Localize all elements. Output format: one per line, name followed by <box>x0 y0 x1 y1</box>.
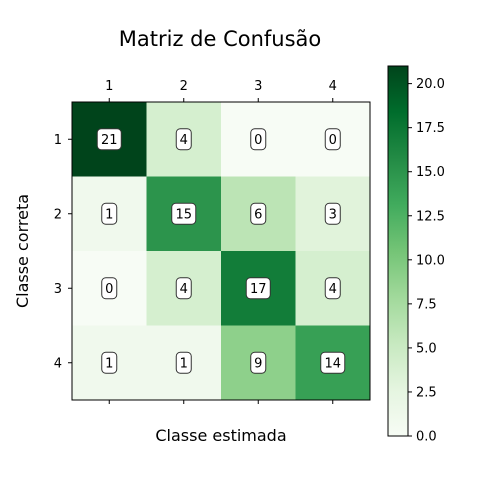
cell-label-box <box>101 202 118 225</box>
cell-labels: 21 4 0 0 1 15 6 3 0 4 17 4 1 1 9 14 <box>96 128 346 374</box>
y-tick-label: 4 <box>54 356 62 371</box>
cell-value-label: 9 <box>254 356 262 371</box>
colorbar: 0.0 2.5 5.0 7.5 10.0 12.5 15.0 17.5 20.0 <box>387 65 445 445</box>
cell-value-label: 4 <box>180 282 188 297</box>
cell-value-label: 4 <box>180 133 188 148</box>
cell-label-box <box>101 351 118 374</box>
cell-label-box <box>175 351 192 374</box>
x-tick-label: 2 <box>180 79 188 94</box>
colorbar-tick-label: 15.0 <box>416 165 445 180</box>
colorbar-tick-label: 10.0 <box>416 253 445 268</box>
colorbar-tick-label: 0.0 <box>416 430 437 445</box>
colorbar-gradient <box>387 65 409 437</box>
cell-value-label: 4 <box>329 282 337 297</box>
cell-value-label: 1 <box>105 356 113 371</box>
cell-label-box <box>320 351 346 374</box>
cell-label-box <box>324 202 341 225</box>
cell-value-label: 1 <box>105 207 113 222</box>
colorbar-tick-label: 2.5 <box>416 385 437 400</box>
x-axis-label: Classe estimada <box>155 426 286 445</box>
chart-title: Matriz de Confusão <box>119 27 322 51</box>
cell-value-label: 21 <box>101 133 118 148</box>
x-tick-label: 1 <box>105 79 113 94</box>
colorbar-tick-label: 5.0 <box>416 341 437 356</box>
colorbar-tick-label: 7.5 <box>416 297 437 312</box>
x-axis-ticks: 1 2 3 4 <box>105 79 337 404</box>
cell-value-label: 3 <box>329 207 337 222</box>
cell-label-box <box>171 202 197 225</box>
colorbar-tick-label: 20.0 <box>416 77 445 92</box>
cell-value-label: 17 <box>250 282 267 297</box>
cell-label-box <box>245 277 271 300</box>
plot-frame <box>71 101 371 401</box>
cell-label-box <box>250 351 267 374</box>
cell-value-label: 0 <box>105 282 113 297</box>
cell-label-box <box>250 128 267 151</box>
y-tick-label: 3 <box>54 282 62 297</box>
cell-value-label: 15 <box>175 207 192 222</box>
y-axis-label: Classe correta <box>13 194 32 308</box>
cell-value-label: 1 <box>180 356 188 371</box>
cell-label-box <box>324 128 341 151</box>
y-tick-label: 2 <box>54 207 62 222</box>
cell-value-label: 6 <box>254 207 262 222</box>
heatmap-cells <box>72 102 371 401</box>
colorbar-ticks: 0.0 2.5 5.0 7.5 10.0 12.5 15.0 17.5 20.0 <box>408 77 445 445</box>
cell-value-label: 14 <box>324 356 341 371</box>
cell-value-label: 0 <box>254 133 262 148</box>
cell-label-box <box>175 277 192 300</box>
cell-label-box <box>250 202 267 225</box>
colorbar-tick-label: 17.5 <box>416 121 445 136</box>
cell-label-box <box>101 277 118 300</box>
x-tick-label: 3 <box>254 79 262 94</box>
cell-label-box <box>324 277 341 300</box>
cell-label-box <box>175 128 192 151</box>
cell-label-box <box>96 128 122 151</box>
colorbar-tick-label: 12.5 <box>416 209 445 224</box>
y-axis-ticks: 1 2 3 4 <box>54 133 72 371</box>
x-tick-label: 4 <box>329 79 337 94</box>
cell-value-label: 0 <box>329 133 337 148</box>
y-tick-label: 1 <box>54 133 62 148</box>
